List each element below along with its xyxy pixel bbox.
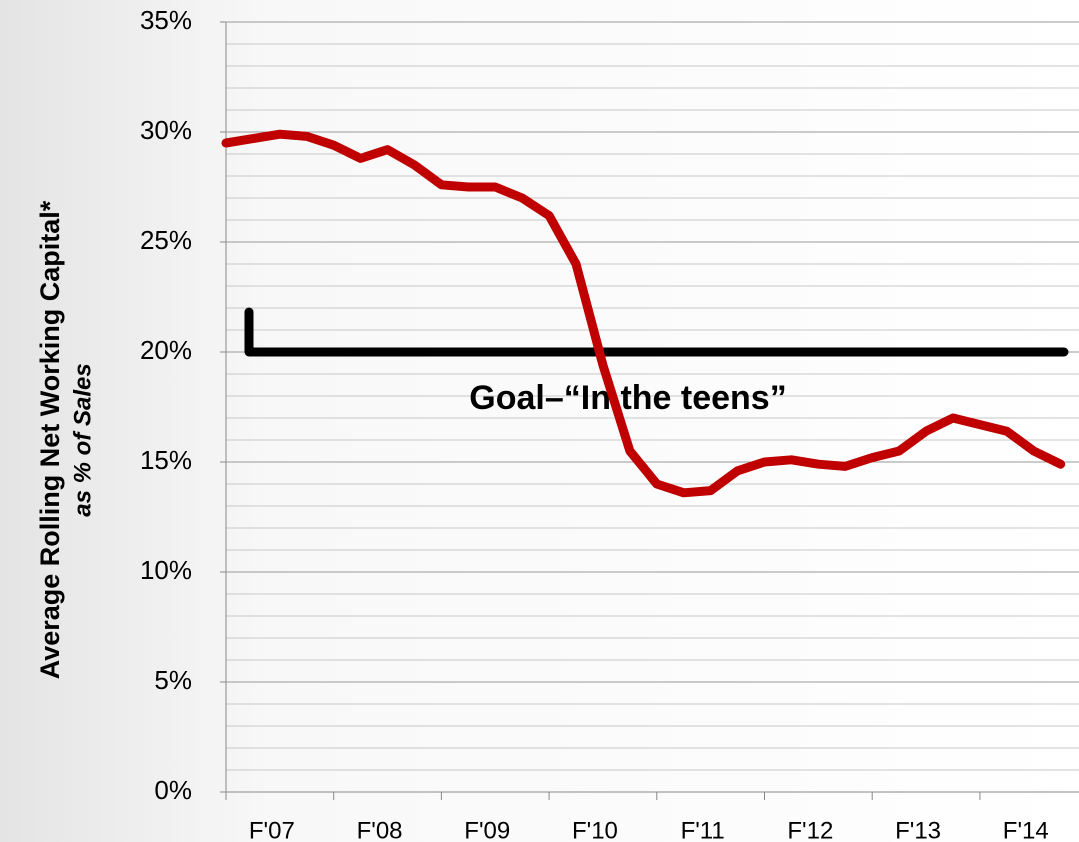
y-tick-label: 10% xyxy=(140,555,192,585)
y-tick-label: 30% xyxy=(140,115,192,145)
x-tick-label: F'10 xyxy=(572,817,618,842)
x-tick-label: F'14 xyxy=(1003,817,1049,842)
x-tick-label: F'11 xyxy=(681,817,725,842)
goal-label: Goal–“In the teens” xyxy=(469,379,786,417)
y-tick-label: 20% xyxy=(140,335,192,365)
data-line xyxy=(221,129,1066,498)
y-tick-label: 25% xyxy=(140,225,192,255)
y-axis-title-group: Average Rolling Net Working Capital* as … xyxy=(35,200,96,679)
y-axis-title: Average Rolling Net Working Capital* xyxy=(35,200,65,679)
goal-line xyxy=(244,307,1069,357)
y-tick-label: 15% xyxy=(140,445,192,475)
x-tick-label: F'12 xyxy=(787,817,833,842)
y-tick-label: 35% xyxy=(140,5,192,35)
y-tick-label: 0% xyxy=(154,775,192,805)
y-axis-subtitle: as % of Sales xyxy=(69,363,96,516)
x-tick-label: F'13 xyxy=(895,817,941,842)
y-tick-label: 5% xyxy=(154,665,192,695)
x-tick-label: F'07 xyxy=(249,817,295,842)
x-tick-label: F'08 xyxy=(357,817,403,842)
x-tick-label: F'09 xyxy=(464,817,510,842)
